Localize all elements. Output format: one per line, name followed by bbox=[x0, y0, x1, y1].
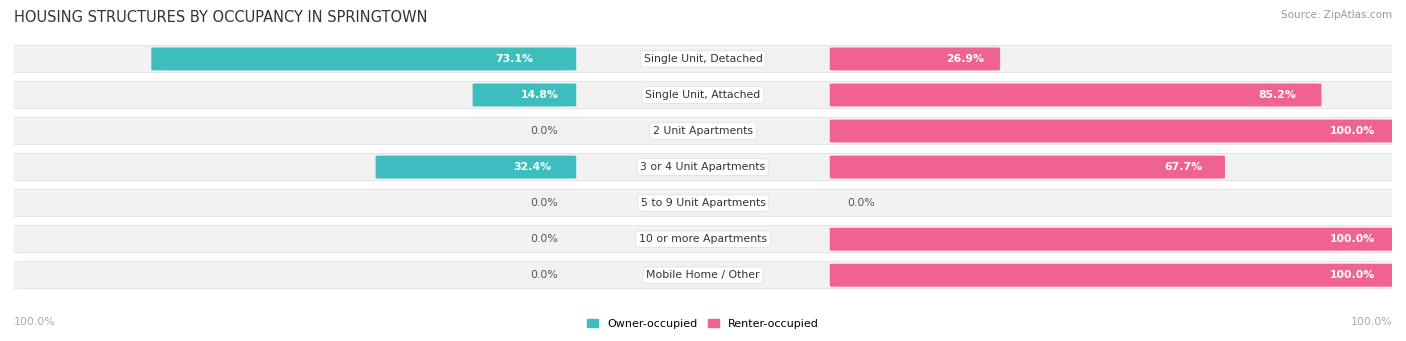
Text: 100.0%: 100.0% bbox=[1330, 234, 1375, 244]
Text: 73.1%: 73.1% bbox=[495, 54, 533, 64]
FancyBboxPatch shape bbox=[7, 190, 1399, 217]
FancyBboxPatch shape bbox=[7, 153, 1399, 181]
FancyBboxPatch shape bbox=[830, 84, 1322, 106]
FancyBboxPatch shape bbox=[7, 81, 1399, 108]
Text: 26.9%: 26.9% bbox=[946, 54, 984, 64]
Text: Source: ZipAtlas.com: Source: ZipAtlas.com bbox=[1281, 10, 1392, 20]
FancyBboxPatch shape bbox=[7, 45, 1399, 72]
FancyBboxPatch shape bbox=[830, 264, 1403, 287]
Text: 100.0%: 100.0% bbox=[1350, 317, 1392, 327]
Text: 85.2%: 85.2% bbox=[1258, 90, 1296, 100]
Text: 0.0%: 0.0% bbox=[530, 270, 558, 280]
Text: 14.8%: 14.8% bbox=[520, 90, 558, 100]
FancyBboxPatch shape bbox=[7, 262, 1399, 289]
FancyBboxPatch shape bbox=[830, 228, 1403, 251]
Text: Single Unit, Detached: Single Unit, Detached bbox=[644, 54, 762, 64]
Text: 100.0%: 100.0% bbox=[1330, 270, 1375, 280]
FancyBboxPatch shape bbox=[152, 47, 576, 70]
Text: Single Unit, Attached: Single Unit, Attached bbox=[645, 90, 761, 100]
FancyBboxPatch shape bbox=[830, 120, 1403, 143]
Text: HOUSING STRUCTURES BY OCCUPANCY IN SPRINGTOWN: HOUSING STRUCTURES BY OCCUPANCY IN SPRIN… bbox=[14, 10, 427, 25]
FancyBboxPatch shape bbox=[7, 118, 1399, 145]
FancyBboxPatch shape bbox=[375, 155, 576, 179]
FancyBboxPatch shape bbox=[7, 226, 1399, 253]
Text: 5 to 9 Unit Apartments: 5 to 9 Unit Apartments bbox=[641, 198, 765, 208]
Text: 0.0%: 0.0% bbox=[530, 198, 558, 208]
Text: 100.0%: 100.0% bbox=[14, 317, 56, 327]
Text: Mobile Home / Other: Mobile Home / Other bbox=[647, 270, 759, 280]
Text: 100.0%: 100.0% bbox=[1330, 126, 1375, 136]
FancyBboxPatch shape bbox=[830, 155, 1225, 179]
FancyBboxPatch shape bbox=[472, 84, 576, 106]
Text: 0.0%: 0.0% bbox=[848, 198, 876, 208]
Text: 0.0%: 0.0% bbox=[530, 126, 558, 136]
Legend: Owner-occupied, Renter-occupied: Owner-occupied, Renter-occupied bbox=[582, 314, 824, 333]
Text: 67.7%: 67.7% bbox=[1164, 162, 1202, 172]
Text: 10 or more Apartments: 10 or more Apartments bbox=[638, 234, 768, 244]
Text: 3 or 4 Unit Apartments: 3 or 4 Unit Apartments bbox=[641, 162, 765, 172]
FancyBboxPatch shape bbox=[830, 47, 1000, 70]
Text: 0.0%: 0.0% bbox=[530, 234, 558, 244]
Text: 32.4%: 32.4% bbox=[513, 162, 551, 172]
Text: 2 Unit Apartments: 2 Unit Apartments bbox=[652, 126, 754, 136]
